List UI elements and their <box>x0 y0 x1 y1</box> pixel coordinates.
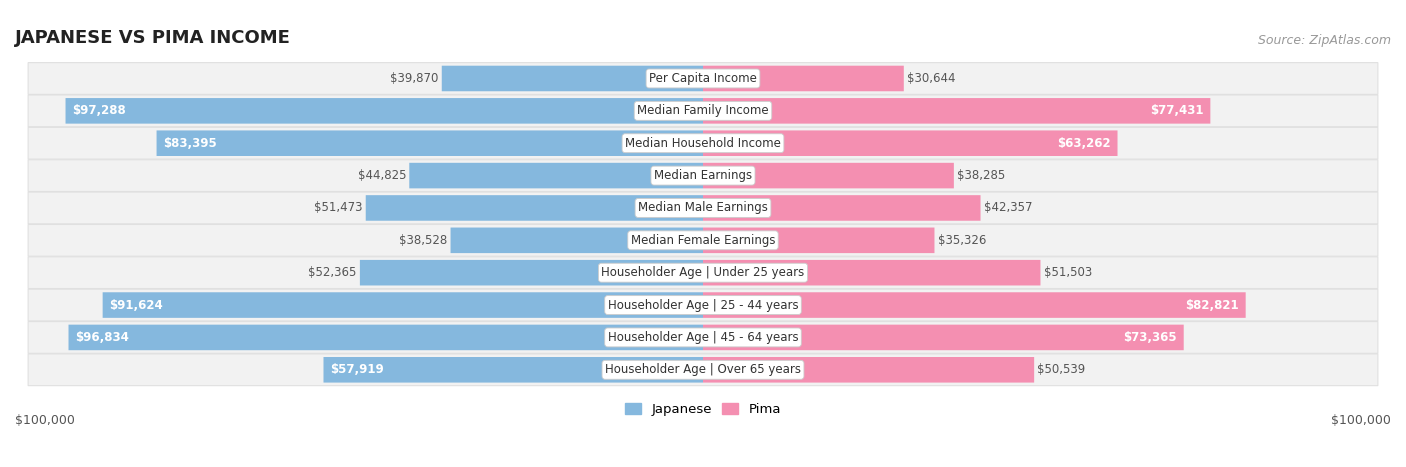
Text: $63,262: $63,262 <box>1057 137 1111 150</box>
FancyBboxPatch shape <box>441 66 703 91</box>
Text: Median Male Earnings: Median Male Earnings <box>638 201 768 214</box>
FancyBboxPatch shape <box>28 160 1378 191</box>
Text: Median Female Earnings: Median Female Earnings <box>631 234 775 247</box>
Text: Householder Age | Under 25 years: Householder Age | Under 25 years <box>602 266 804 279</box>
Text: $51,503: $51,503 <box>1043 266 1092 279</box>
FancyBboxPatch shape <box>28 192 1378 224</box>
FancyBboxPatch shape <box>28 63 1378 94</box>
FancyBboxPatch shape <box>703 227 935 253</box>
FancyBboxPatch shape <box>66 98 703 124</box>
Text: $97,288: $97,288 <box>72 104 125 117</box>
FancyBboxPatch shape <box>703 163 953 188</box>
Text: $44,825: $44,825 <box>357 169 406 182</box>
FancyBboxPatch shape <box>360 260 703 285</box>
Text: $73,365: $73,365 <box>1123 331 1177 344</box>
Text: $83,395: $83,395 <box>163 137 217 150</box>
FancyBboxPatch shape <box>28 127 1378 159</box>
FancyBboxPatch shape <box>703 98 1211 124</box>
Text: Householder Age | 25 - 44 years: Householder Age | 25 - 44 years <box>607 298 799 311</box>
Text: Householder Age | 45 - 64 years: Householder Age | 45 - 64 years <box>607 331 799 344</box>
Text: Median Household Income: Median Household Income <box>626 137 780 150</box>
FancyBboxPatch shape <box>69 325 703 350</box>
FancyBboxPatch shape <box>703 260 1040 285</box>
FancyBboxPatch shape <box>409 163 703 188</box>
FancyBboxPatch shape <box>28 289 1378 321</box>
FancyBboxPatch shape <box>703 357 1035 382</box>
Text: $96,834: $96,834 <box>75 331 129 344</box>
Text: Per Capita Income: Per Capita Income <box>650 72 756 85</box>
Text: $42,357: $42,357 <box>984 201 1032 214</box>
FancyBboxPatch shape <box>366 195 703 221</box>
FancyBboxPatch shape <box>450 227 703 253</box>
Text: $77,431: $77,431 <box>1150 104 1204 117</box>
Text: Householder Age | Over 65 years: Householder Age | Over 65 years <box>605 363 801 376</box>
FancyBboxPatch shape <box>703 292 1246 318</box>
FancyBboxPatch shape <box>703 195 980 221</box>
Text: $30,644: $30,644 <box>907 72 956 85</box>
Legend: Japanese, Pima: Japanese, Pima <box>620 398 786 421</box>
Text: $100,000: $100,000 <box>1331 415 1391 427</box>
Text: $50,539: $50,539 <box>1038 363 1085 376</box>
FancyBboxPatch shape <box>28 257 1378 289</box>
Text: Median Earnings: Median Earnings <box>654 169 752 182</box>
Text: JAPANESE VS PIMA INCOME: JAPANESE VS PIMA INCOME <box>15 29 291 48</box>
Text: $51,473: $51,473 <box>314 201 363 214</box>
Text: Median Family Income: Median Family Income <box>637 104 769 117</box>
Text: Source: ZipAtlas.com: Source: ZipAtlas.com <box>1258 35 1391 48</box>
Text: $82,821: $82,821 <box>1185 298 1239 311</box>
FancyBboxPatch shape <box>28 225 1378 256</box>
FancyBboxPatch shape <box>156 130 703 156</box>
FancyBboxPatch shape <box>703 130 1118 156</box>
Text: $52,365: $52,365 <box>308 266 357 279</box>
FancyBboxPatch shape <box>28 95 1378 127</box>
FancyBboxPatch shape <box>703 66 904 91</box>
Text: $57,919: $57,919 <box>330 363 384 376</box>
Text: $38,528: $38,528 <box>399 234 447 247</box>
FancyBboxPatch shape <box>28 322 1378 354</box>
Text: $38,285: $38,285 <box>957 169 1005 182</box>
FancyBboxPatch shape <box>703 325 1184 350</box>
FancyBboxPatch shape <box>323 357 703 382</box>
FancyBboxPatch shape <box>28 354 1378 386</box>
Text: $91,624: $91,624 <box>110 298 163 311</box>
Text: $100,000: $100,000 <box>15 415 75 427</box>
Text: $35,326: $35,326 <box>938 234 986 247</box>
FancyBboxPatch shape <box>103 292 703 318</box>
Text: $39,870: $39,870 <box>389 72 439 85</box>
